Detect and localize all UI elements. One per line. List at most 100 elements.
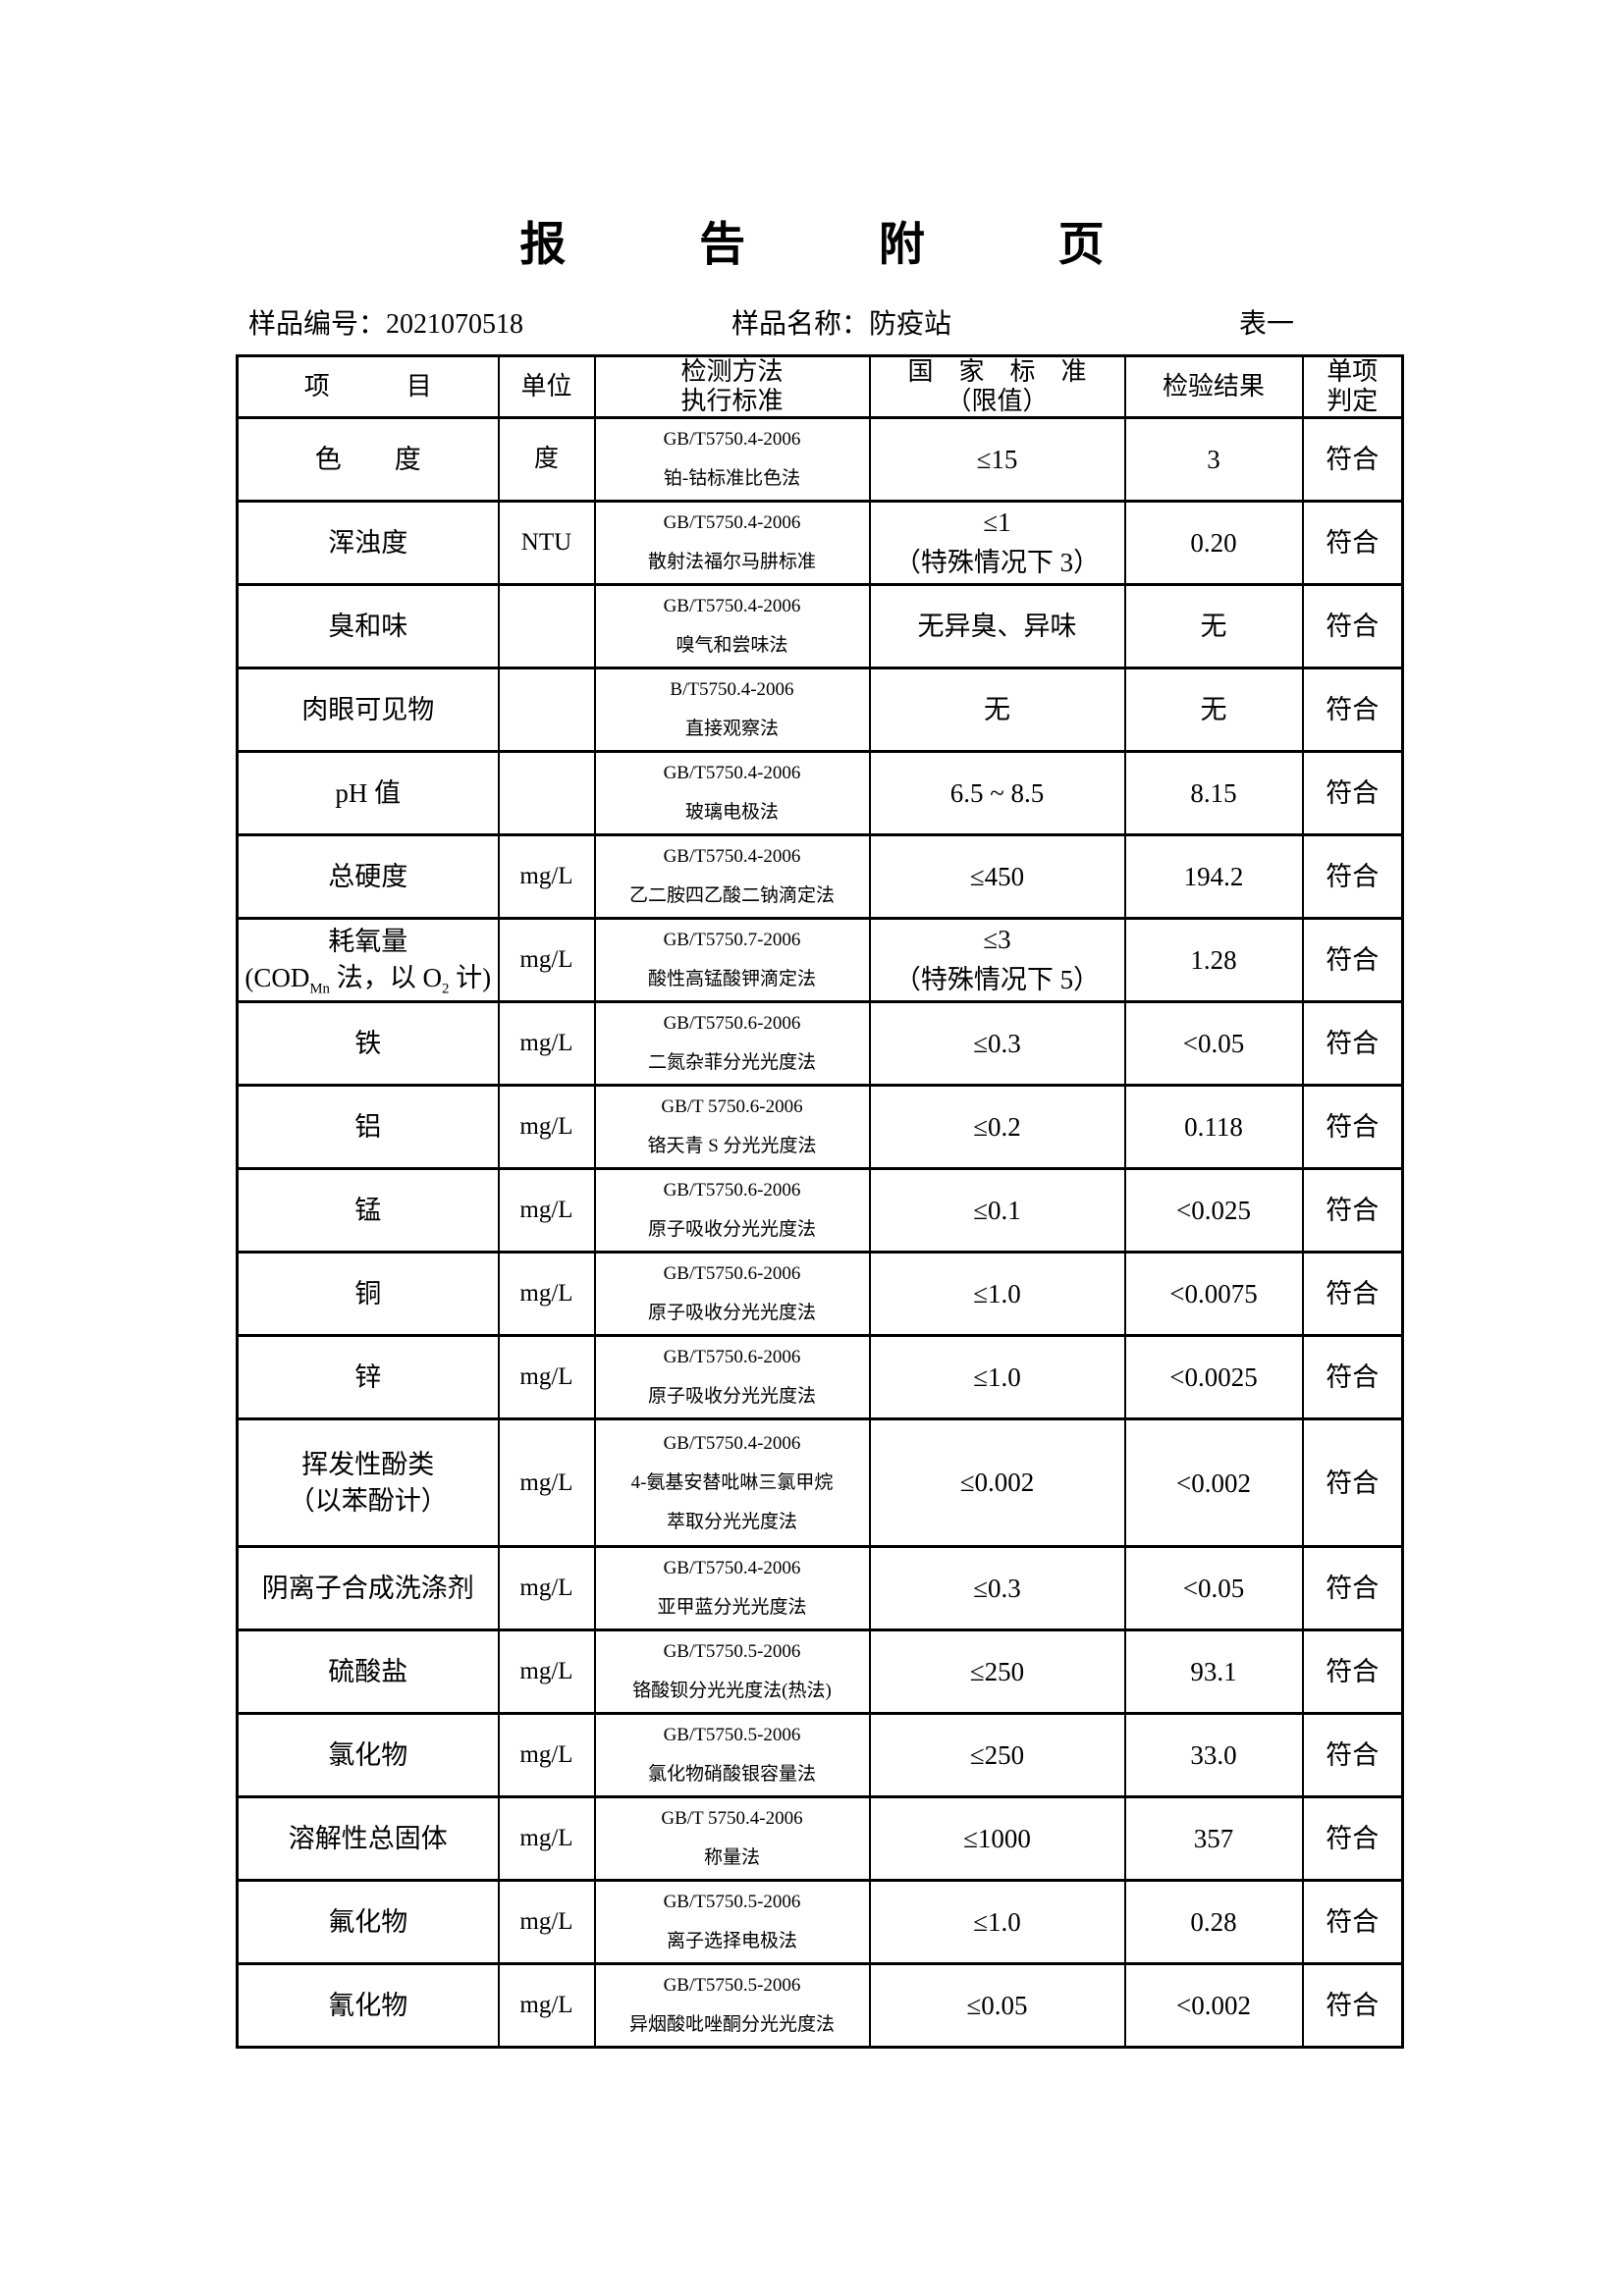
cell-method: GB/T 5750.4-2006 称量法 [593,1795,871,1882]
table-tag: 表一 [1239,309,1295,340]
cell-method: GB/T5750.5-2006 铬酸钡分光光度法(热法) [593,1629,871,1715]
cell-method: GB/T5750.4-2006 玻璃电极法 [593,750,871,836]
cell-method: GB/T5750.6-2006 二氮杂菲分光光度法 [593,1000,871,1087]
table-row: 铝 mg/L GB/T 5750.6-2006 铬天青 S 分光光度法 ≤0.2 0.11… [236,1084,1404,1170]
header-row: 项 目单位 检测方法 执行标准国 家 标 准（限值） 检验结果 单项 判定 [236,354,1404,419]
cell-method: GB/T5750.5-2006 异烟酸吡唑酮分光光度法 [593,1962,871,2049]
cell-unit: mg/L [497,1879,596,1965]
cell-standard: ≤0.002 [868,1417,1126,1548]
table-row: 浑浊度 NTU GB/T5750.4-2006 散射法福尔马肼标准 ≤1 （特殊情况下 3… [236,500,1404,586]
cell-standard: ≤250 [868,1629,1126,1715]
cell-item: 溶解性总固体 [236,1795,500,1882]
cell-result: 357 [1123,1795,1304,1882]
cell-method: B/T5750.4-2006 直接观察法 [593,667,871,753]
table-row: 锰 mg/L GB/T5750.6-2006 原子吸收分光光度法 ≤0.1 <0.025 符… [236,1167,1404,1254]
cell-unit: mg/L [497,1629,596,1715]
cell-method: GB/T5750.6-2006 原子吸收分光光度法 [593,1167,871,1254]
cell-unit: mg/L [497,1712,596,1798]
cell-unit: mg/L [497,1962,596,2049]
cell-standard: ≤1000 [868,1795,1126,1882]
table-row: 挥发性酚类 （以苯酚计） mg/L GB/T5750.4-2006 4-氨基安替吡啉三氯… [236,1417,1404,1548]
table-row: 耗氧量 (CODMn 法，以 O2 计) mg/L GB/T5750.7-2006 酸性… [236,917,1404,1003]
table-row: 硫酸盐 mg/L GB/T5750.5-2006 铬酸钡分光光度法(热法) ≤250 93… [236,1629,1404,1715]
table-row: 总硬度 mg/L GB/T5750.4-2006 乙二胺四乙酸二钠滴定法 ≤450 194… [236,833,1404,920]
cell-method: GB/T5750.5-2006 氯化物硝酸银容量法 [593,1712,871,1798]
cell-result: 无 [1123,583,1304,669]
cell-result: 无 [1123,667,1304,753]
cell-judgement: 符合 [1301,750,1404,836]
cell-standard: ≤15 [868,416,1126,503]
cell-unit [497,667,596,753]
cell-result: 0.118 [1123,1084,1304,1170]
cell-item: 阴离子合成洗涤剂 [236,1545,500,1631]
table-row: 阴离子合成洗涤剂 mg/L GB/T5750.4-2006 亚甲蓝分光光度法 ≤0.3 <… [236,1545,1404,1631]
cell-judgement: 符合 [1301,1712,1404,1798]
cell-standard: ≤250 [868,1712,1126,1798]
cell-method: GB/T5750.6-2006 原子吸收分光光度法 [593,1334,871,1420]
cell-judgement: 符合 [1301,1084,1404,1170]
cell-method: GB/T 5750.6-2006 铬天青 S 分光光度法 [593,1084,871,1170]
table-row: 氯化物 mg/L GB/T5750.5-2006 氯化物硝酸银容量法 ≤250 33.0 符… [236,1712,1404,1798]
table-row: pH 值 GB/T5750.4-2006 玻璃电极法 6.5 ~ 8.5 8.15 符合 [236,750,1404,836]
cell-unit: NTU [497,500,596,586]
page-title: 报 告 附 页 [519,220,1165,271]
header-unit: 单位 [497,354,596,419]
cell-result: <0.05 [1123,1000,1304,1087]
table-row: 臭和味 GB/T5750.4-2006 嗅气和尝味法 无异臭、异味无符合 [236,583,1404,669]
cell-unit: mg/L [497,1251,596,1337]
cell-item: 挥发性酚类 （以苯酚计） [236,1417,500,1548]
cell-unit: mg/L [497,917,596,1003]
cell-result: <0.05 [1123,1545,1304,1631]
cell-judgement: 符合 [1301,1167,1404,1254]
cell-unit [497,583,596,669]
sample-name-value: 防疫站 [869,309,952,340]
cell-standard: ≤0.3 [868,1545,1126,1631]
cell-item: 肉眼可见物 [236,667,500,753]
cell-result: 3 [1123,416,1304,503]
cell-standard: ≤1.0 [868,1251,1126,1337]
table-row: 色 度度 GB/T5750.4-2006 铂-钴标准比色法 ≤15 3 符合 [236,416,1404,503]
cell-unit: mg/L [497,1000,596,1087]
cell-result: <0.025 [1123,1167,1304,1254]
cell-item: 铁 [236,1000,500,1087]
cell-judgement: 符合 [1301,1795,1404,1882]
header-item: 项 目 [236,354,500,419]
header-standard: 国 家 标 准（限值） [868,354,1126,419]
cell-item: 锌 [236,1334,500,1420]
cell-result: 1.28 [1123,917,1304,1003]
table-row: 铁 mg/L GB/T5750.6-2006 二氮杂菲分光光度法 ≤0.3 <0.05 符合 [236,1000,1404,1087]
cell-unit: mg/L [497,1167,596,1254]
cell-judgement: 符合 [1301,1962,1404,2049]
cell-unit: mg/L [497,1084,596,1170]
cell-item: 铝 [236,1084,500,1170]
cell-result: 194.2 [1123,833,1304,920]
cell-judgement: 符合 [1301,500,1404,586]
cell-item: 色 度 [236,416,500,503]
cell-method: GB/T5750.4-2006 乙二胺四乙酸二钠滴定法 [593,833,871,920]
table-row: 铜 mg/L GB/T5750.6-2006 原子吸收分光光度法 ≤1.0 <0.0075… [236,1251,1404,1337]
cell-standard: ≤1.0 [868,1879,1126,1965]
header-result: 检验结果 [1123,354,1304,419]
cell-judgement: 符合 [1301,416,1404,503]
cell-result: 0.28 [1123,1879,1304,1965]
cell-judgement: 符合 [1301,1251,1404,1337]
cell-item: 锰 [236,1167,500,1254]
cell-method: GB/T5750.4-2006 铂-钴标准比色法 [593,416,871,503]
cell-standard: 无 [868,667,1126,753]
cell-standard: 6.5 ~ 8.5 [868,750,1126,836]
cell-result: <0.002 [1123,1417,1304,1548]
cell-result: <0.0075 [1123,1251,1304,1337]
cell-item: 氰化物 [236,1962,500,2049]
cell-item: 氯化物 [236,1712,500,1798]
cell-result: 33.0 [1123,1712,1304,1798]
cell-method: GB/T5750.5-2006 离子选择电极法 [593,1879,871,1965]
cell-unit: 度 [497,416,596,503]
header-method: 检测方法 执行标准 [593,354,871,419]
cell-result: 0.20 [1123,500,1304,586]
cell-item: 总硬度 [236,833,500,920]
results-table-head: 项 目单位 检测方法 执行标准国 家 标 准（限值） 检验结果 单项 判定 [236,354,1404,419]
cell-method: GB/T5750.4-2006 嗅气和尝味法 [593,583,871,669]
cell-method: GB/T5750.7-2006 酸性高锰酸钾滴定法 [593,917,871,1003]
cell-standard: ≤0.2 [868,1084,1126,1170]
